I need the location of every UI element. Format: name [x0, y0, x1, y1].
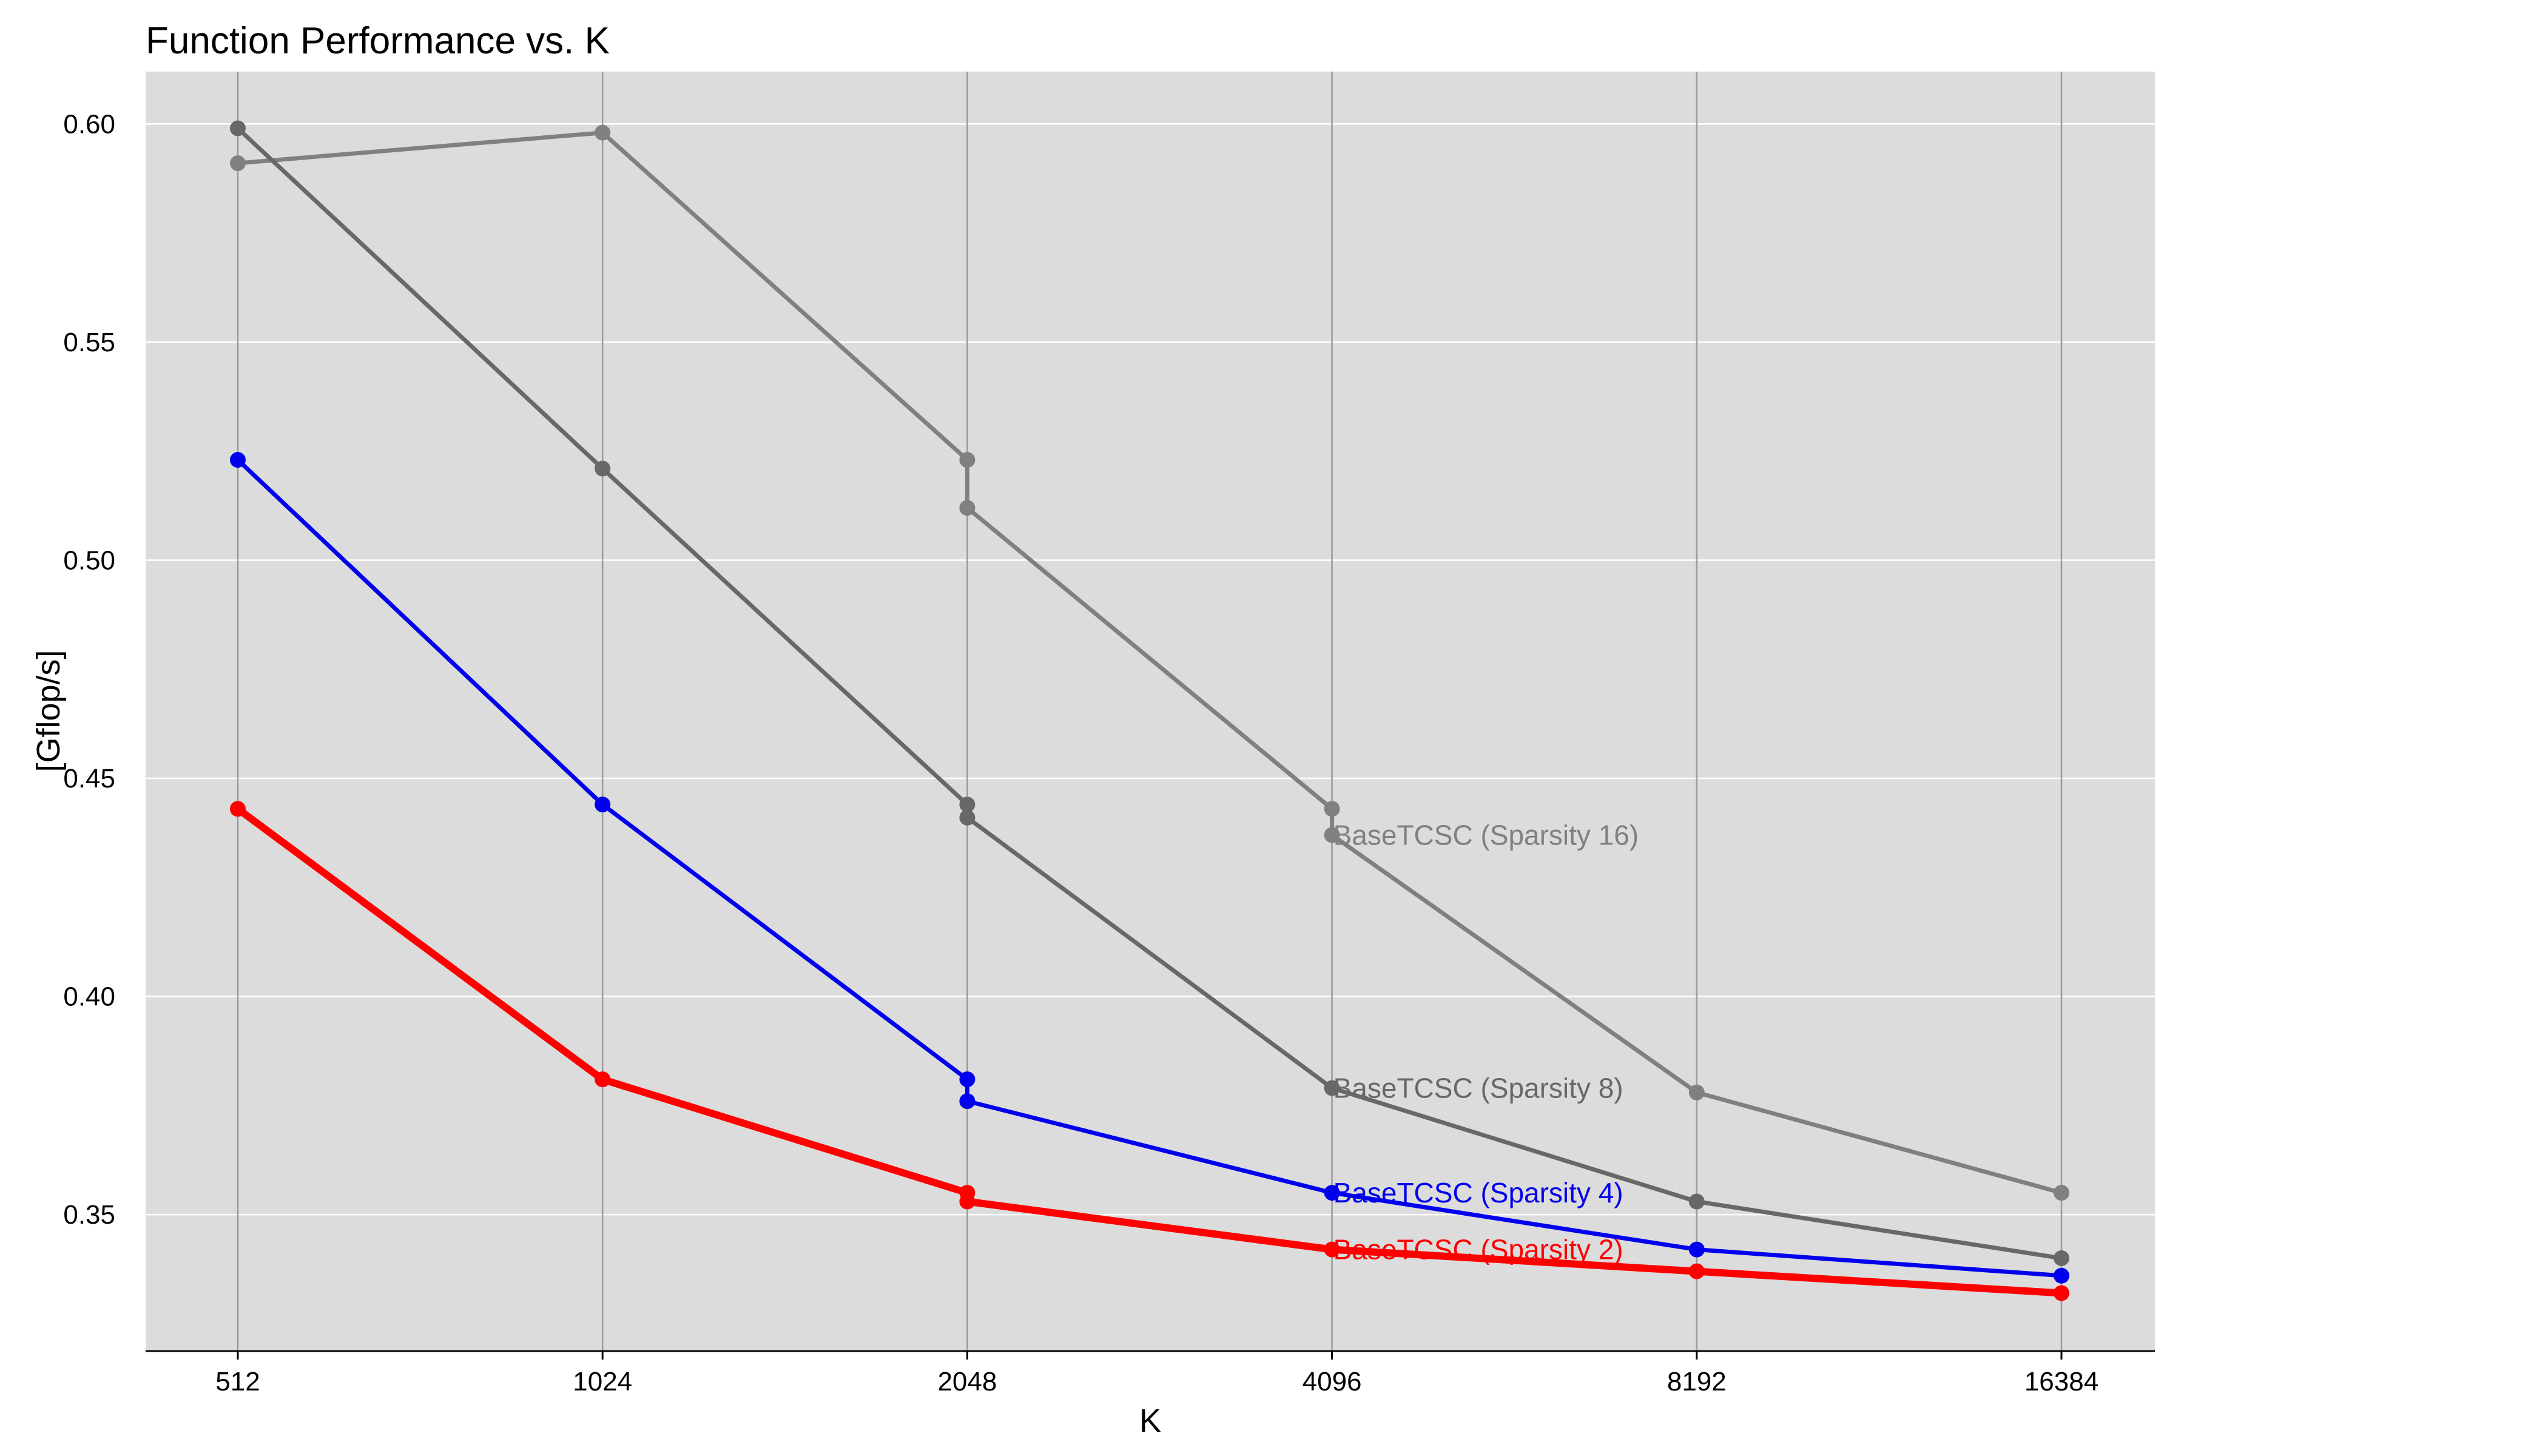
x-tick-label: 16384 [2024, 1367, 2098, 1397]
y-tick-label: 0.55 [63, 328, 115, 357]
y-tick-label: 0.45 [63, 764, 115, 794]
x-tick-label: 512 [215, 1367, 260, 1397]
data-point [1688, 1241, 1705, 1258]
tick-layer: 0.35 0.40 0.45 0.50 0.55 0.60 512 1024 2048 4096 8… [63, 109, 2098, 1397]
data-point [2054, 1185, 2069, 1201]
data-point [1688, 1193, 1705, 1210]
data-point [959, 500, 976, 516]
series-group: BaseTCSC (Sparsity 16) [230, 124, 2069, 1201]
y-tick-label: 0.50 [63, 545, 115, 575]
x-tick-label: 2048 [937, 1367, 997, 1397]
data-point [1324, 1241, 1340, 1258]
plot-area [146, 72, 2155, 1350]
series-label: BaseTCSC (Sparsity 16) [1333, 819, 1639, 851]
data-point [1324, 1185, 1340, 1201]
data-point [1324, 827, 1340, 843]
y-tick-label: 0.40 [63, 982, 115, 1012]
data-point [959, 809, 976, 826]
chart-title: Function Performance vs. K [146, 20, 610, 62]
data-point [2054, 1267, 2069, 1284]
data-point [959, 1193, 976, 1210]
series-label: BaseTCSC (Sparsity 8) [1333, 1073, 1623, 1104]
data-point [959, 1093, 976, 1110]
data-point [959, 1071, 976, 1088]
x-tick-label: 1024 [573, 1367, 632, 1397]
data-point [230, 801, 246, 817]
data-point [230, 120, 246, 136]
y-axis-label: [Gflop/s] [30, 650, 67, 772]
series-layer: BaseTCSC (Sparsity 16) BaseTCSC (Sparsity… [230, 120, 2069, 1301]
data-point [595, 124, 611, 141]
data-point [1324, 801, 1340, 817]
series-label: BaseTCSC (Sparsity 4) [1333, 1177, 1623, 1208]
data-point [595, 1071, 611, 1088]
data-point [1324, 1080, 1340, 1096]
grid-lines [146, 72, 2155, 1350]
series-group: BaseTCSC (Sparsity 8) [230, 120, 2069, 1266]
series-group: BaseTCSC (Sparsity 4) [230, 452, 2069, 1284]
data-point [959, 452, 976, 468]
data-point [1688, 1084, 1705, 1100]
data-point [595, 460, 611, 477]
x-tick-label: 8192 [1667, 1367, 1727, 1397]
series-label: BaseTCSC (Sparsity 2) [1333, 1234, 1623, 1266]
data-point [959, 797, 976, 813]
series-line [235, 130, 2064, 1195]
data-point [2054, 1250, 2069, 1266]
data-point [230, 452, 246, 468]
y-tick-label: 0.35 [63, 1200, 115, 1230]
series-group: BaseTCSC (Sparsity 2) [230, 801, 2069, 1301]
data-point [1688, 1263, 1705, 1279]
x-axis-label: K [1139, 1403, 1161, 1439]
data-point [595, 797, 611, 813]
data-point [230, 155, 246, 172]
y-tick-label: 0.60 [63, 109, 115, 139]
data-point [2054, 1285, 2069, 1301]
x-tick-label: 4096 [1303, 1367, 1362, 1397]
